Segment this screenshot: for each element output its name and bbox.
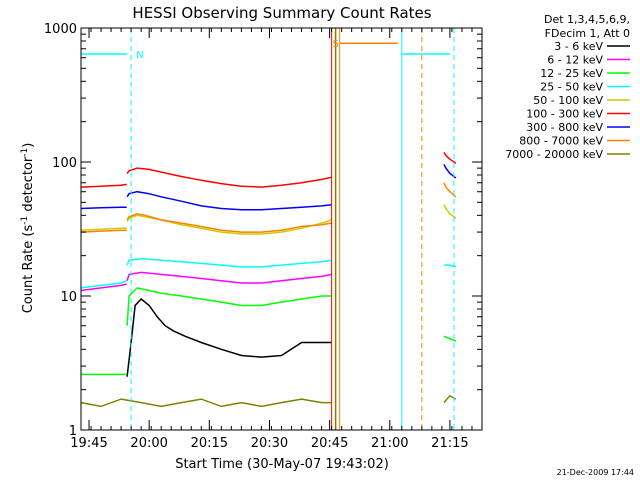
legend-label-1: 6 - 12 keV	[547, 54, 603, 67]
series-4-segment-2	[443, 204, 457, 219]
y-axis-label-mid: detector	[21, 156, 36, 216]
series-4-segment-0	[80, 227, 127, 231]
legend: Det 1,3,4,5,6,9, FDecim 1, Att 0 3 - 6 k…	[505, 13, 630, 161]
x-tick-label-3: 20:30	[251, 436, 288, 451]
y-tick-label-1: 10	[60, 290, 77, 305]
legend-header-line-2: FDecim 1, Att 0	[545, 27, 630, 40]
y-axis-label-sup2: -1	[20, 148, 30, 157]
legend-label-0: 3 - 6 keV	[554, 40, 603, 53]
annotation-n: N	[136, 50, 143, 61]
series-0-segment-0	[126, 297, 332, 377]
legend-label-7: 800 - 7000 keV	[519, 135, 603, 148]
legend-label-2: 12 - 25 keV	[540, 67, 603, 80]
series-6-segment-0	[80, 206, 127, 210]
series-5-segment-2	[443, 151, 457, 164]
series-8-segment-0	[80, 398, 332, 408]
legend-label-5: 100 - 300 keV	[526, 108, 603, 121]
x-tick-label-0: 19:45	[70, 436, 107, 451]
series-3-segment-1	[80, 280, 127, 289]
x-tick-label-1: 20:00	[130, 436, 167, 451]
legend-label-6: 300 - 800 keV	[526, 121, 603, 134]
series-7-segment-0	[80, 229, 127, 233]
x-tick-label-2: 20:15	[191, 436, 228, 451]
x-tick-label-6: 21:15	[431, 436, 468, 451]
series-3-segment-2	[126, 257, 332, 268]
series-5-segment-0	[80, 183, 127, 188]
series-6-segment-2	[443, 164, 457, 179]
y-axis-label-sup1: -1	[20, 216, 30, 225]
y-axis-label: Count Rate (s-1 detector-1)	[20, 143, 36, 314]
y-axis-label-main: Count Rate (s	[21, 225, 36, 314]
chart-title: HESSI Observing Summary Count Rates	[132, 4, 431, 22]
y-tick-label-2: 100	[52, 156, 77, 171]
legend-label-8: 7000 - 20000 keV	[505, 148, 603, 161]
series-7-segment-3	[443, 182, 457, 198]
y-tick-label-3: 1000	[44, 22, 77, 37]
legend-header-line-1: Det 1,3,4,5,6,9,	[544, 13, 630, 26]
legend-label-4: 50 - 100 keV	[533, 94, 603, 107]
x-tick-label-5: 21:00	[371, 436, 408, 451]
series-1-segment-0	[80, 283, 127, 292]
series-5-segment-1	[126, 167, 332, 188]
series-2-segment-1	[126, 287, 332, 326]
series-6-segment-1	[126, 190, 332, 211]
legend-label-3: 25 - 50 keV	[540, 81, 603, 94]
series-1-segment-1	[126, 271, 332, 284]
series-4-segment-1	[126, 214, 332, 235]
annotation-s: S	[333, 39, 339, 50]
series-2-segment-2	[443, 335, 457, 342]
series-7-segment-1	[126, 213, 332, 233]
y-tick-label-0: 1	[69, 424, 77, 439]
x-tick-label-4: 20:45	[311, 436, 348, 451]
x-axis-label: Start Time (30-May-07 19:43:02)	[175, 457, 389, 472]
y-axis-label-end: )	[21, 143, 36, 148]
footer-date: 21-Dec-2009 17:44	[557, 468, 634, 477]
